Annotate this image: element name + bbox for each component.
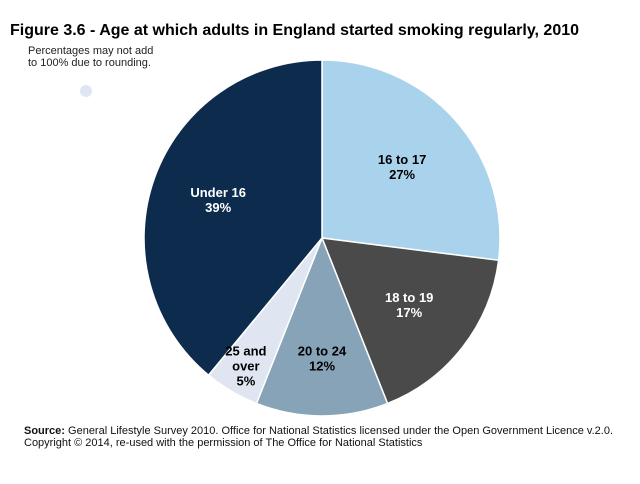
slice-label-under-16: Under 16 39%	[190, 185, 246, 215]
slice-label-16-to-17: 16 to 17 27%	[378, 152, 426, 182]
slice-label-25-and-over: 25 and over 5%	[225, 344, 266, 389]
pie-slice-16-to-17	[321, 59, 501, 262]
source-line: Source: General Lifestyle Survey 2010. O…	[24, 425, 632, 437]
chart-title: Figure 3.6 - Age at which adults in Engl…	[10, 22, 580, 39]
source-text: General Lifestyle Survey 2010. Office fo…	[64, 425, 614, 437]
decorative-dot	[80, 85, 92, 97]
rounding-note: Percentages may not add to 100% due to r…	[28, 45, 154, 69]
copyright-line: Copyright © 2014, re-used with the permi…	[24, 437, 423, 449]
slice-label-20-to-24: 20 to 24 12%	[298, 344, 347, 374]
slice-label-18-to-19: 18 to 19 17%	[385, 290, 433, 320]
pie-slice-under-16	[143, 59, 323, 377]
source-label: Source:	[24, 425, 65, 437]
pie-slice-18-to-19	[320, 237, 500, 405]
pie-slice-20-to-24	[255, 235, 389, 417]
chart-footer: Source: General Lifestyle Survey 2010. O…	[24, 425, 632, 449]
